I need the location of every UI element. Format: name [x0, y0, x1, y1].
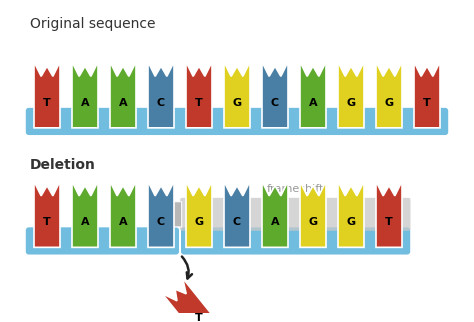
- Polygon shape: [338, 62, 364, 128]
- Polygon shape: [34, 181, 60, 247]
- Text: C: C: [271, 98, 279, 108]
- Text: G: G: [232, 98, 242, 108]
- FancyBboxPatch shape: [26, 227, 179, 254]
- Polygon shape: [110, 181, 136, 247]
- Text: T: T: [194, 313, 202, 322]
- Text: A: A: [81, 217, 89, 227]
- Polygon shape: [72, 181, 98, 247]
- Text: G: G: [309, 217, 318, 227]
- Polygon shape: [262, 181, 288, 247]
- Text: frameshift: frameshift: [266, 184, 324, 194]
- Polygon shape: [224, 62, 250, 128]
- Polygon shape: [300, 181, 326, 247]
- Text: T: T: [43, 98, 51, 108]
- Polygon shape: [161, 194, 182, 234]
- Text: T: T: [385, 217, 393, 227]
- Polygon shape: [376, 62, 402, 128]
- Text: C: C: [233, 217, 241, 227]
- Text: G: G: [346, 98, 356, 108]
- Polygon shape: [224, 181, 250, 247]
- Text: G: G: [346, 217, 356, 227]
- Polygon shape: [110, 62, 136, 128]
- Text: Deletion: Deletion: [30, 158, 96, 172]
- Text: G: G: [384, 98, 393, 108]
- Polygon shape: [186, 62, 212, 128]
- Text: T: T: [423, 98, 431, 108]
- Text: C: C: [157, 98, 165, 108]
- Text: A: A: [118, 98, 128, 108]
- Polygon shape: [34, 62, 60, 128]
- Text: G: G: [194, 217, 203, 227]
- Polygon shape: [148, 62, 174, 128]
- Text: C: C: [157, 217, 165, 227]
- Polygon shape: [300, 62, 326, 128]
- Text: T: T: [195, 98, 203, 108]
- FancyBboxPatch shape: [181, 227, 410, 254]
- Polygon shape: [72, 62, 98, 128]
- FancyBboxPatch shape: [26, 108, 448, 135]
- Polygon shape: [148, 181, 174, 247]
- Text: A: A: [81, 98, 89, 108]
- Text: Original sequence: Original sequence: [30, 17, 155, 32]
- FancyBboxPatch shape: [180, 198, 410, 231]
- Polygon shape: [186, 181, 212, 247]
- Polygon shape: [262, 62, 288, 128]
- Text: A: A: [309, 98, 317, 108]
- Text: A: A: [271, 217, 279, 227]
- Polygon shape: [162, 278, 225, 322]
- Polygon shape: [414, 62, 440, 128]
- Polygon shape: [338, 181, 364, 247]
- Text: T: T: [43, 217, 51, 227]
- Text: A: A: [118, 217, 128, 227]
- Polygon shape: [376, 181, 402, 247]
